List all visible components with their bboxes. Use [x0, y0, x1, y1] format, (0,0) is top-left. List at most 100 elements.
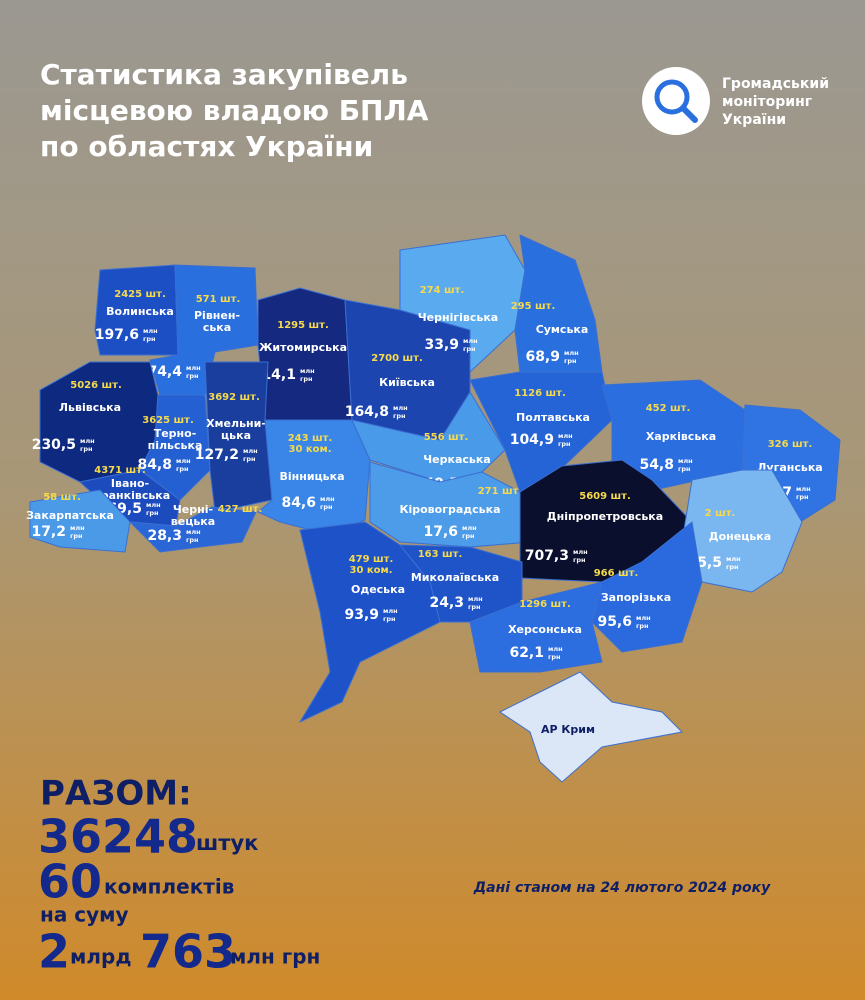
- region-name: Миколаївська: [411, 571, 499, 584]
- region-name: вецька: [171, 515, 215, 528]
- region-sum: 74,4: [147, 364, 182, 380]
- region-unit: млн: [300, 367, 315, 375]
- region-name: Харківська: [646, 430, 716, 443]
- logo-text: моніторинг: [722, 94, 812, 110]
- region: [94, 264, 179, 356]
- region-name: Кіровоградська: [399, 503, 500, 516]
- region-unit: млн: [320, 495, 335, 503]
- region-unit: млн: [70, 524, 85, 532]
- region-name: Полтавська: [516, 411, 590, 424]
- region: [351, 391, 506, 483]
- region-sum: 197,6: [95, 327, 139, 343]
- region-name: Закарпатська: [26, 509, 114, 522]
- region-unit: млн: [564, 349, 579, 357]
- region-name: Запорізька: [601, 591, 671, 604]
- region-sum: 84,6: [281, 495, 316, 511]
- region-name: Волинська: [106, 305, 174, 318]
- region: [469, 581, 603, 673]
- region-count: 271 шт.: [478, 486, 523, 497]
- region-unit: млн: [186, 364, 201, 372]
- region-unit: грн: [548, 653, 561, 661]
- title-line: Статистика закупівель: [40, 58, 408, 91]
- region-count: 479 шт.: [349, 554, 394, 565]
- region-sum: 104,9: [510, 432, 554, 448]
- region-unit: млн: [176, 457, 191, 465]
- region-unit: грн: [462, 532, 475, 540]
- region: [399, 234, 526, 374]
- region-unit: млн: [463, 337, 478, 345]
- title-line: по областях України: [40, 130, 373, 163]
- region-count: 556 шт.: [424, 432, 469, 443]
- totals-unit: штук: [196, 831, 258, 855]
- region-sum: 164,8: [345, 404, 389, 420]
- region-unit: грн: [320, 503, 333, 511]
- region-sum: 707,3: [525, 548, 569, 564]
- region-count: 1295 шт.: [277, 320, 329, 331]
- region-name: Луганська: [757, 461, 822, 474]
- region-sum: 127,2: [195, 447, 239, 463]
- region-unit: млн: [573, 548, 588, 556]
- region-count: 295 шт.: [511, 301, 556, 312]
- region-sum: 84,8: [137, 457, 172, 473]
- region-count: 452 шт.: [646, 403, 691, 414]
- region-unit: млн: [243, 447, 258, 455]
- logo-lens: [654, 79, 690, 115]
- region: [469, 371, 613, 493]
- region-unit: млн: [726, 555, 741, 563]
- logo-circle: [642, 67, 710, 135]
- region: [257, 287, 353, 421]
- region-name: Терно-: [154, 427, 197, 440]
- region-unit: грн: [573, 556, 586, 564]
- region-name: Сумська: [536, 323, 589, 336]
- region: [128, 506, 257, 553]
- region: [29, 489, 131, 553]
- totals-unit: млн грн: [230, 945, 320, 969]
- region-name: Вінницька: [279, 470, 344, 483]
- totals-heading: РАЗОМ:: [40, 774, 192, 814]
- region-count: 3692 шт.: [208, 392, 260, 403]
- totals-unit: комплектів: [104, 875, 234, 899]
- region-unit: млн: [796, 485, 811, 493]
- region-sum: 54,8: [639, 457, 674, 473]
- logo-text: України: [722, 112, 786, 128]
- region-count: 3625 шт.: [142, 415, 194, 426]
- region-sum: 95,6: [597, 614, 632, 630]
- region-unit: млн: [186, 528, 201, 536]
- region-sum: 17,2: [31, 524, 66, 540]
- logo-text: Громадський: [722, 76, 829, 92]
- logo-handle: [680, 105, 698, 123]
- region-unit: грн: [468, 603, 481, 611]
- region-unit: грн: [383, 615, 396, 623]
- region-unit: млн: [146, 501, 161, 509]
- region-count: 1296 шт.: [519, 599, 571, 610]
- region-name: Франківська: [90, 489, 170, 502]
- region-name: Черні-: [173, 503, 213, 516]
- region-sum: 17,6: [423, 524, 458, 540]
- region-unit: грн: [146, 509, 159, 517]
- region-count: 427 шт.: [218, 504, 263, 515]
- totals-number: 60: [38, 855, 102, 909]
- region-sum: 33,9: [424, 337, 459, 353]
- region-name: Черкаська: [423, 453, 490, 466]
- region-unit: млн: [80, 437, 95, 445]
- region-name: Рівнен-: [194, 309, 240, 322]
- region-unit: млн: [393, 404, 408, 412]
- region-count: 2 шт.: [705, 508, 736, 519]
- region-count: 966 шт.: [594, 568, 639, 579]
- region-count: 243 шт.: [288, 433, 333, 444]
- region-count: 2700 шт.: [371, 353, 423, 364]
- region-unit: млн: [468, 595, 483, 603]
- totals-number: 36248: [38, 810, 198, 864]
- region-count: 30 ком.: [349, 565, 392, 576]
- region-name: Чернігівська: [418, 311, 498, 324]
- region-name: Донецька: [709, 530, 771, 543]
- region-unit: грн: [564, 357, 577, 365]
- region: [499, 671, 684, 783]
- region-count: 30 ком.: [288, 444, 331, 455]
- region-count: 1126 шт.: [514, 388, 566, 399]
- region-count: 5609 шт.: [579, 491, 631, 502]
- title: Статистика закупівель місцевою владою БП…: [40, 58, 429, 163]
- region-count: 4371 шт.: [94, 465, 146, 476]
- region-unit: млн: [462, 524, 477, 532]
